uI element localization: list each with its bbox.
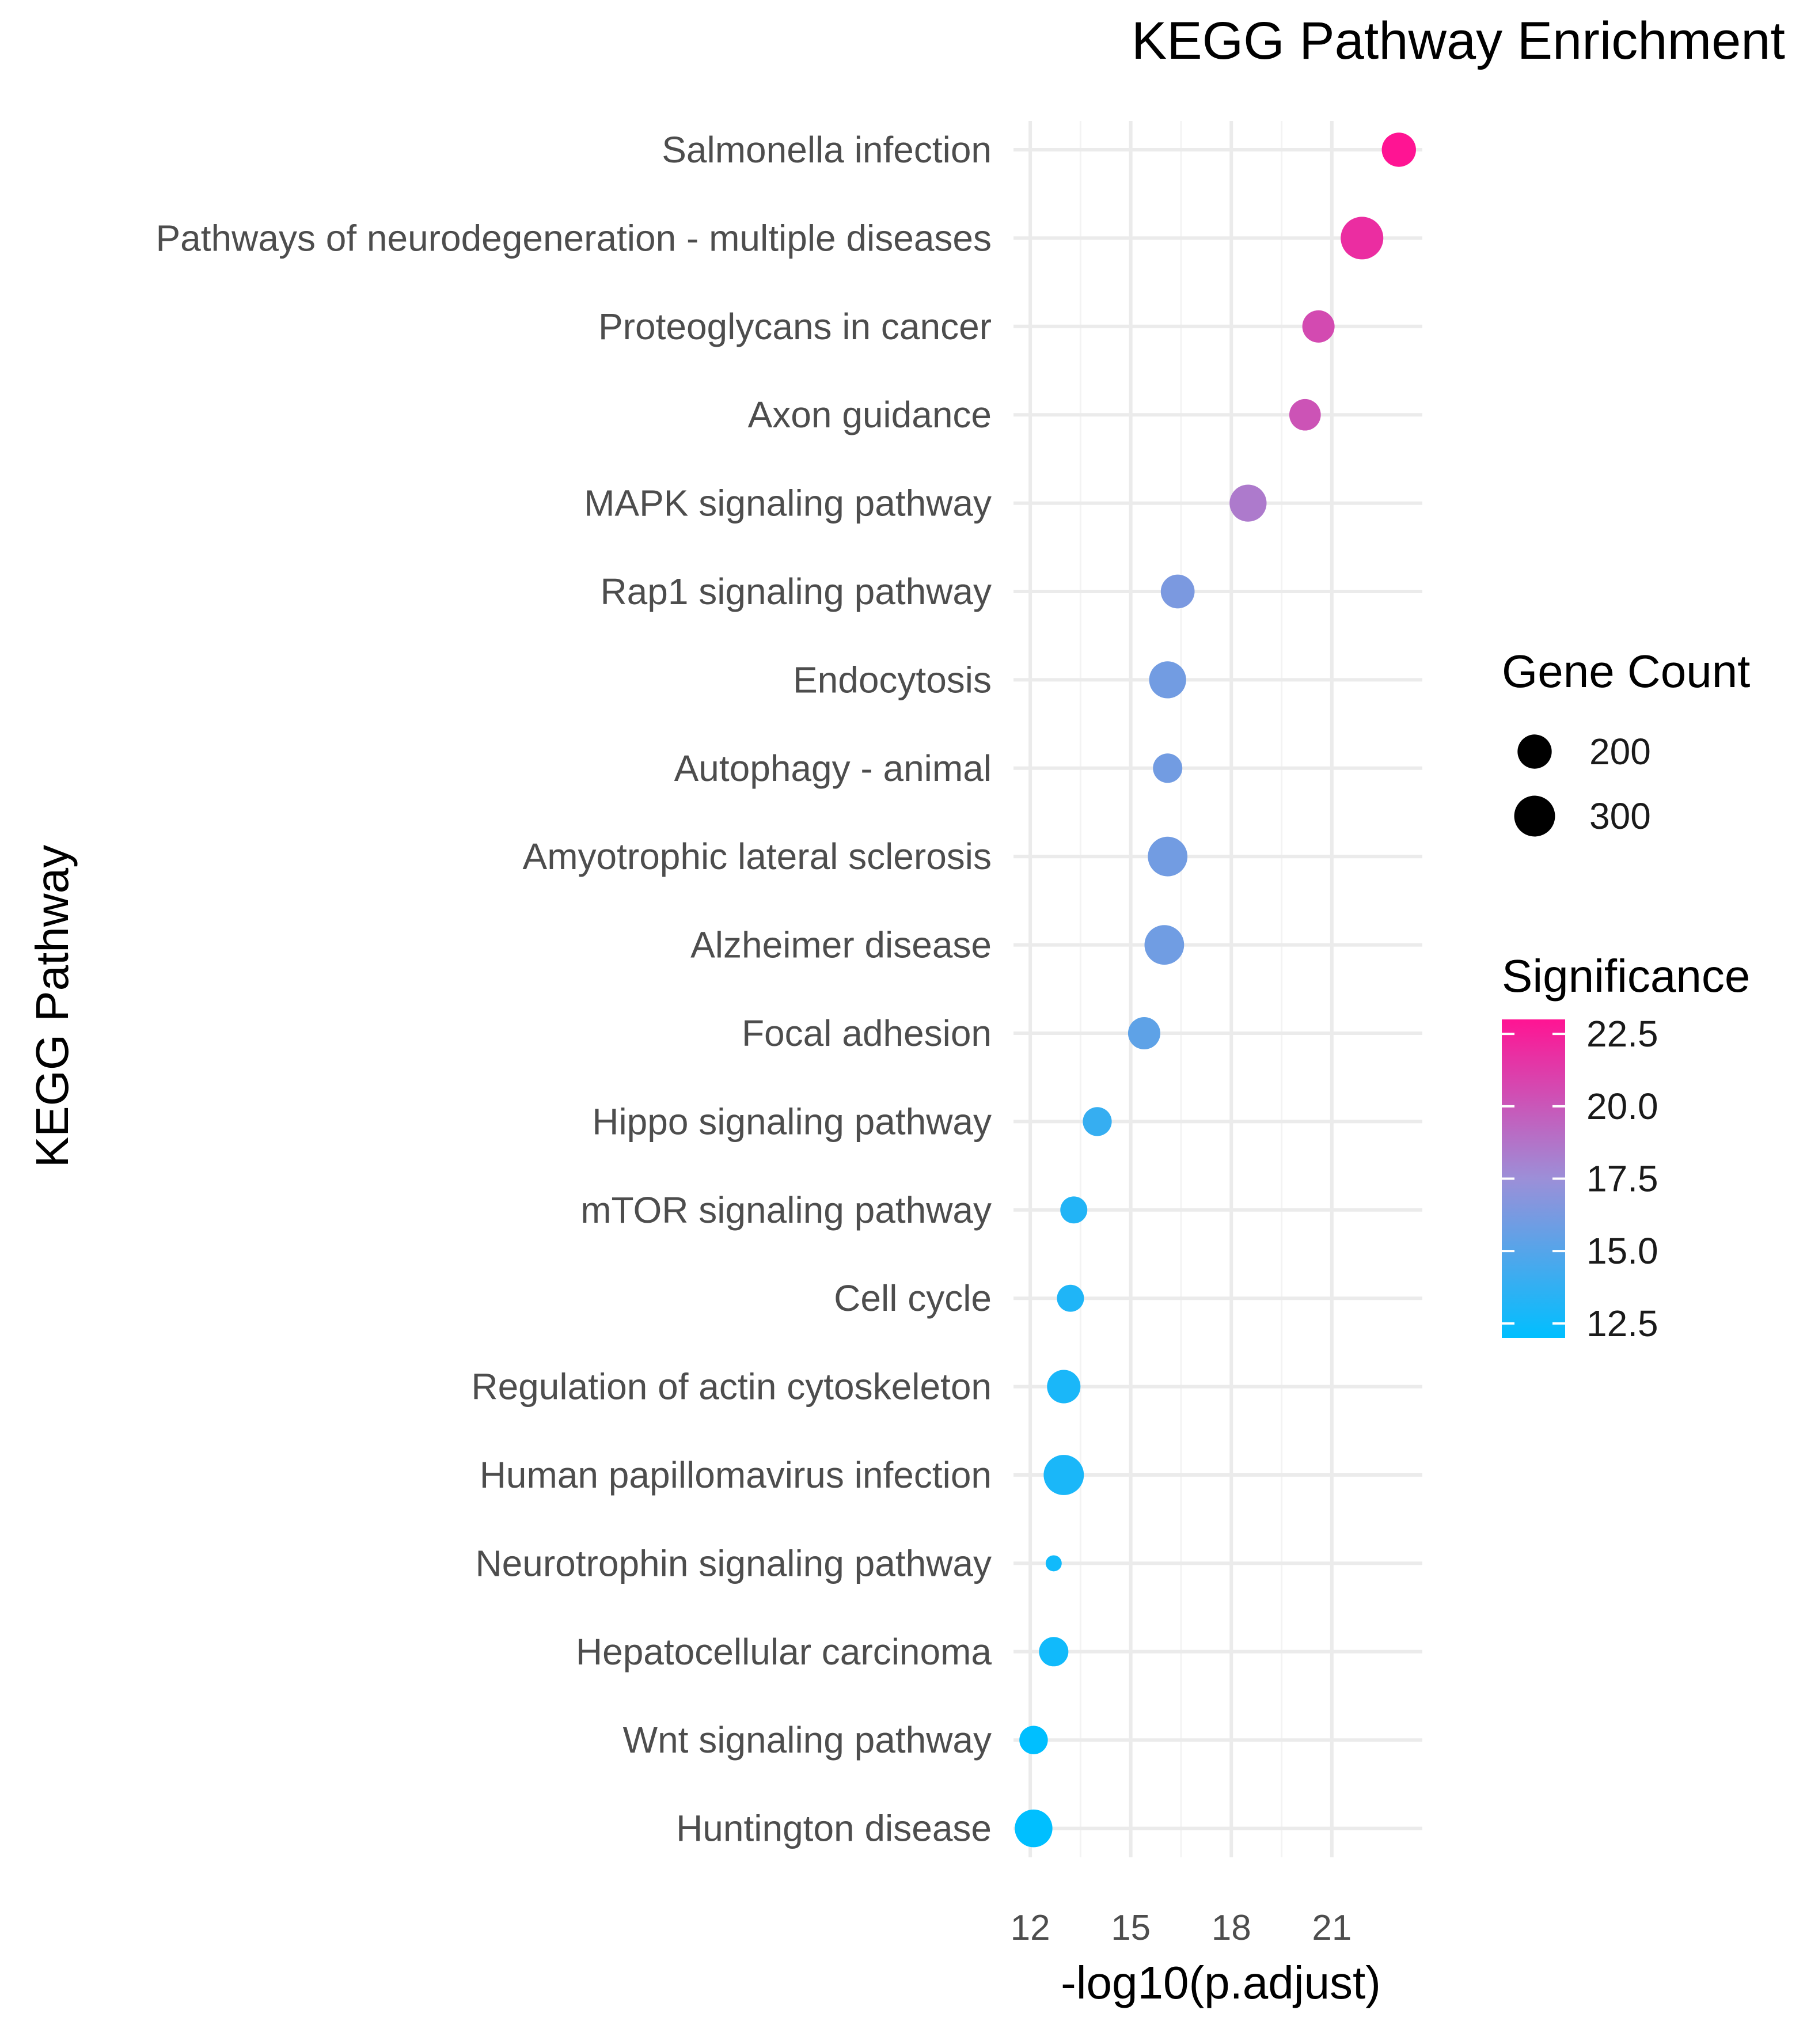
data-point	[1015, 1809, 1053, 1848]
y-tick-label: Pathways of neurodegeneration - multiple…	[155, 217, 992, 259]
color-legend-label: 15.0	[1586, 1230, 1658, 1272]
data-point	[1083, 1107, 1112, 1136]
y-tick-label: MAPK signaling pathway	[584, 483, 992, 524]
color-legend-label: 12.5	[1586, 1303, 1658, 1344]
y-tick-label: Hippo signaling pathway	[592, 1101, 992, 1142]
color-legend-label: 22.5	[1586, 1013, 1658, 1055]
size-legend-key	[1514, 795, 1555, 837]
x-tick-label: 12	[1011, 1908, 1050, 1948]
y-tick-label: Human papillomavirus infection	[480, 1454, 992, 1496]
size-legend-label: 200	[1589, 731, 1651, 772]
x-axis-title: -log10(p.adjust)	[1061, 1957, 1381, 2008]
legend-significance-title: Significance	[1502, 950, 1750, 1002]
y-tick-label: Neurotrophin signaling pathway	[475, 1542, 992, 1584]
y-tick-label: Alzheimer disease	[690, 924, 992, 966]
y-tick-label: Autophagy - animal	[674, 748, 992, 789]
y-tick-label: Salmonella infection	[662, 129, 992, 170]
y-tick-label: Endocytosis	[793, 659, 992, 700]
data-point	[1381, 132, 1416, 167]
y-tick-label: Proteoglycans in cancer	[598, 306, 992, 347]
data-point	[1160, 574, 1195, 609]
data-point	[1149, 661, 1186, 699]
grid	[1013, 121, 1422, 1857]
data-point	[1341, 217, 1384, 260]
y-tick-label: Hepatocellular carcinoma	[576, 1631, 992, 1673]
legend-gene-count-title: Gene Count	[1502, 646, 1750, 697]
size-legend-key	[1517, 734, 1552, 769]
y-tick-label: Regulation of actin cytoskeleton	[471, 1366, 992, 1408]
data-point	[1047, 1370, 1081, 1404]
data-point	[1128, 1017, 1160, 1050]
data-point	[1045, 1555, 1062, 1572]
x-tick-label: 21	[1312, 1908, 1352, 1948]
y-tick-label: Amyotrophic lateral sclerosis	[523, 836, 992, 877]
data-points	[1015, 132, 1416, 1848]
legend-gene-count: Gene Count 200 300	[1502, 646, 1750, 837]
data-point	[1019, 1726, 1048, 1754]
x-tick-label: 15	[1111, 1908, 1151, 1948]
legend-significance: Significance 22.5 20.0 17.5 15.0 12.5	[1502, 950, 1750, 1344]
y-tick-label: Cell cycle	[834, 1277, 992, 1319]
data-point	[1057, 1284, 1084, 1312]
y-tick-label: Huntington disease	[676, 1808, 992, 1849]
data-point	[1043, 1455, 1084, 1495]
data-point	[1148, 836, 1188, 877]
size-legend-label: 300	[1589, 795, 1651, 837]
data-point	[1289, 399, 1321, 431]
y-tick-label: Axon guidance	[748, 394, 992, 435]
y-tick-label: mTOR signaling pathway	[580, 1189, 992, 1231]
data-point	[1302, 310, 1335, 343]
data-point	[1039, 1637, 1069, 1667]
y-axis-tick-labels: Salmonella infection Pathways of neurodeg…	[155, 129, 992, 1849]
color-legend-label: 20.0	[1586, 1086, 1658, 1127]
x-axis-tick-labels: 12 15 18 21	[1011, 1908, 1352, 1948]
x-tick-label: 18	[1212, 1908, 1251, 1948]
y-tick-label: Rap1 signaling pathway	[600, 571, 992, 612]
y-tick-label: Wnt signaling pathway	[623, 1719, 992, 1761]
y-axis-title: KEGG Pathway	[26, 845, 78, 1167]
y-tick-label: Focal adhesion	[742, 1012, 992, 1054]
color-legend-label: 17.5	[1586, 1158, 1658, 1200]
data-point	[1144, 925, 1185, 965]
data-point	[1060, 1196, 1088, 1224]
data-point	[1153, 753, 1183, 783]
data-point	[1229, 484, 1267, 522]
chart-title: KEGG Pathway Enrichment	[1132, 12, 1785, 70]
